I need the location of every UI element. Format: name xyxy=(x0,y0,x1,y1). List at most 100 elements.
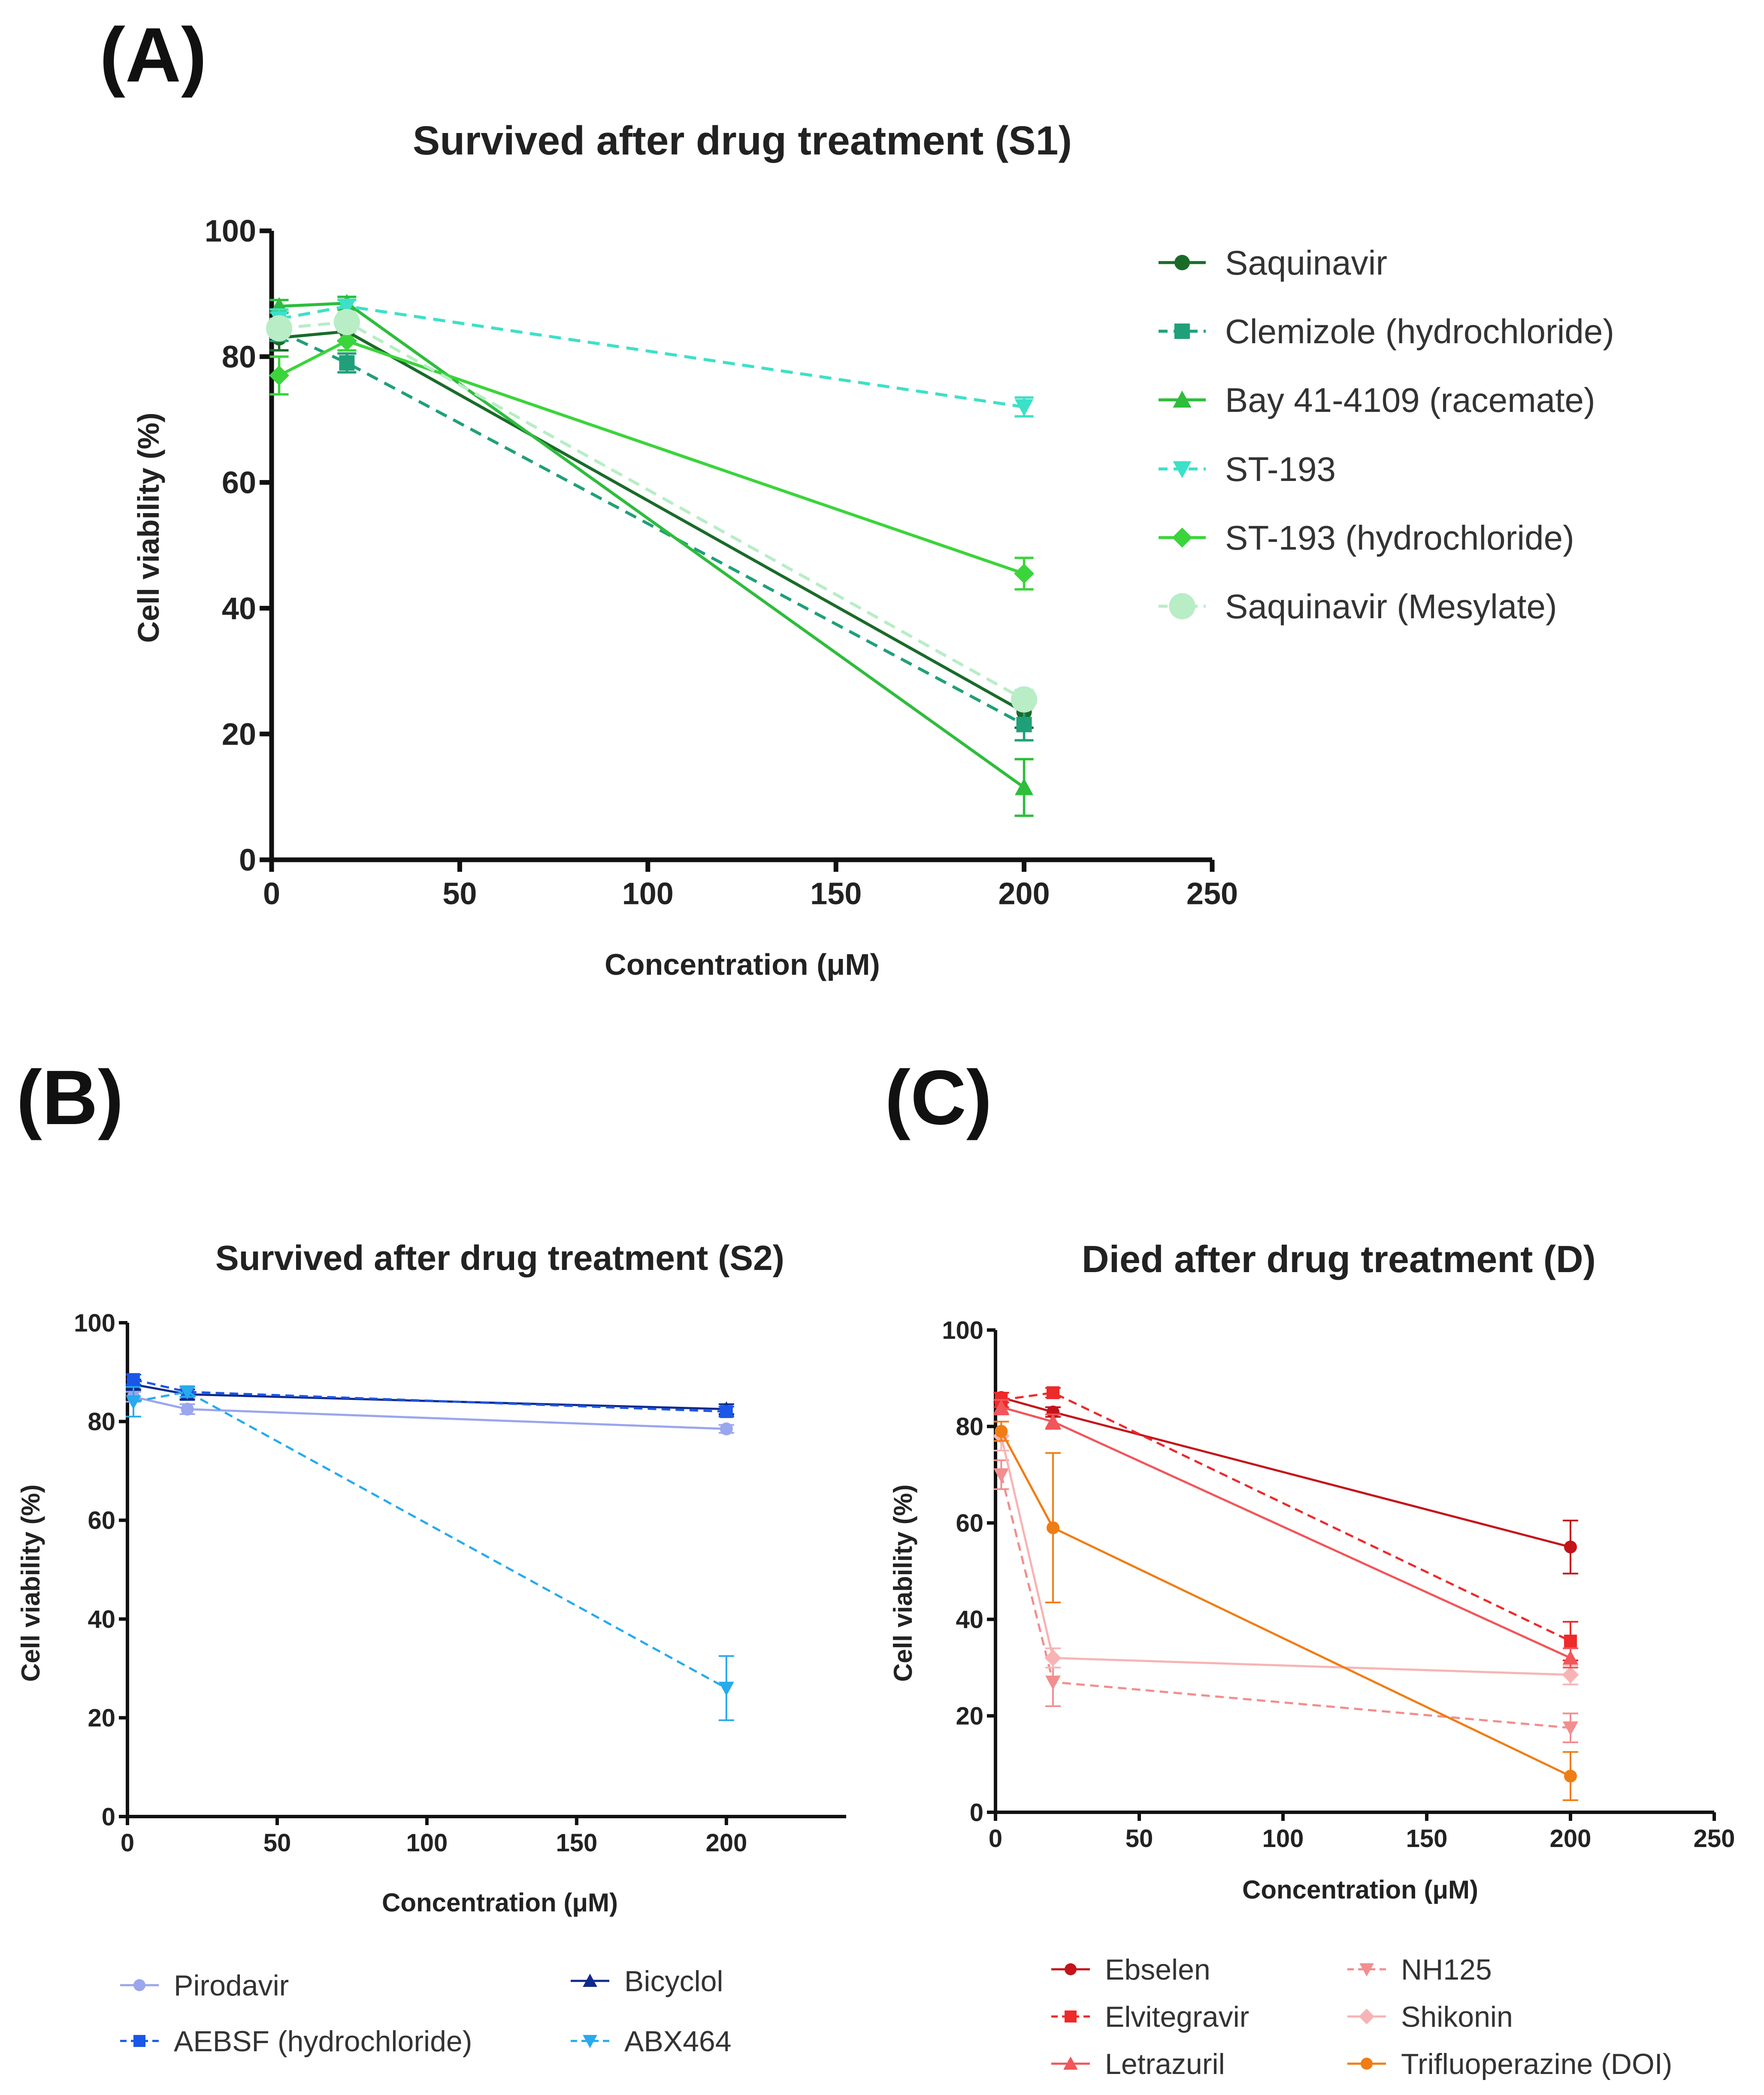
chart-c-legend-item-ebselen: Ebselen xyxy=(1051,1953,1210,1986)
chart-c-point-nh125 xyxy=(1563,1721,1578,1736)
chart-b-line-abx464 xyxy=(133,1391,727,1689)
chart-a-point-st-193-hydrochloride xyxy=(1014,563,1034,584)
chart-a-y-tick-label: 40 xyxy=(222,592,256,626)
chart-c-legend-label: Trifluoperazine (DOI) xyxy=(1401,2048,1672,2080)
chart-c-legend-marker xyxy=(1063,2056,1078,2070)
chart-c-point-ebselen xyxy=(1564,1540,1577,1554)
chart-a-line-st-193-hydrochloride xyxy=(278,339,1025,575)
chart-c-x-tick-label: 50 xyxy=(1126,1825,1153,1853)
chart-c-y-tick-label: 80 xyxy=(956,1413,983,1441)
chart-c-plot: 0 20 40 60 80 100 0 50 100 150 200 250 xyxy=(942,1316,1735,1853)
chart-c-series-letrazuril xyxy=(993,1399,1578,1669)
chart-b-y-tick-label: 40 xyxy=(88,1605,115,1633)
chart-b-y-tick-label: 100 xyxy=(74,1309,115,1337)
chart-c-point-letrazuril xyxy=(1045,1414,1061,1428)
chart-b-y-tick-label: 0 xyxy=(102,1803,115,1831)
chart-b-legend-label: Pirodavir xyxy=(174,1969,289,2002)
chart-c-y-tick-label: 20 xyxy=(956,1702,983,1730)
chart-b-legend: Pirodavir Bicyclol AEBSF (hydrochloride) AB… xyxy=(120,1965,732,2058)
chart-b-x-tick-label: 50 xyxy=(263,1829,291,1857)
chart-a-point-bay-41-4109-racemate xyxy=(1015,778,1034,795)
chart-c-xlabel: Concentration (μM) xyxy=(1242,1875,1478,1904)
chart-a-point-st-193-hydrochloride xyxy=(269,365,289,386)
chart-b-legend-label: Bicyclol xyxy=(624,1965,723,1998)
chart-a-point-clemizole-hydrochloride xyxy=(1016,716,1032,732)
chart-a-series-st-193-hydrochloride xyxy=(269,330,1034,591)
chart-b-legend-item-aebsf-hydrochloride: AEBSF (hydrochloride) xyxy=(120,2025,472,2058)
chart-c-legend-marker xyxy=(1065,2010,1077,2022)
chart-c-point-trifluoperazine-doi xyxy=(995,1425,1008,1438)
chart-b-point-aebsf-hydrochloride xyxy=(127,1373,140,1386)
chart-b-point-pirodavir xyxy=(181,1403,194,1416)
chart-c-point-nh125 xyxy=(993,1468,1009,1483)
chart-c-series-shikonin xyxy=(992,1421,1579,1686)
panel-label-b: (B) xyxy=(16,1055,124,1141)
chart-b-legend-item-abx464: ABX464 xyxy=(571,2025,732,2058)
chart-a-point-saquinavir-mesylate xyxy=(266,315,293,342)
chart-a-title: Survived after drug treatment (S1) xyxy=(413,118,1072,163)
chart-c-y-tick-label: 100 xyxy=(942,1316,983,1344)
chart-c-x-tick-label: 100 xyxy=(1262,1825,1304,1853)
chart-c: Died after drug treatment (D) 0 20 40 60 80 1… xyxy=(889,1238,1735,2080)
chart-a: Survived after drug treatment (S1) 0 20 40… xyxy=(132,118,1614,981)
chart-a-point-st-193 xyxy=(337,298,356,316)
chart-c-y-tick-label: 0 xyxy=(970,1799,983,1826)
chart-b-x-tick-label: 150 xyxy=(556,1829,597,1857)
chart-a-legend-marker xyxy=(1173,390,1192,408)
chart-a-legend-marker xyxy=(1173,461,1192,478)
chart-b: Survived after drug treatment (S2) 0 20 40… xyxy=(16,1239,846,2058)
chart-b-legend-label: ABX464 xyxy=(624,2025,732,2058)
chart-a-legend-item-st-193-hydrochloride: ST-193 (hydrochloride) xyxy=(1159,519,1574,557)
chart-a-series-clemizole-hydrochloride xyxy=(269,320,1034,742)
chart-b-legend-marker xyxy=(133,1979,145,1991)
chart-a-legend-label: Saquinavir xyxy=(1225,244,1387,282)
chart-c-legend-item-shikonin: Shikonin xyxy=(1347,2001,1513,2033)
chart-a-legend-label: Bay 41-4109 (racemate) xyxy=(1225,381,1595,419)
chart-c-point-elvitegravir xyxy=(1564,1634,1577,1648)
chart-b-line-bicyclol xyxy=(133,1383,726,1410)
chart-c-point-nh125 xyxy=(1045,1675,1061,1690)
chart-c-point-letrazuril xyxy=(993,1399,1009,1414)
chart-c-y-tick-label: 40 xyxy=(956,1606,983,1634)
chart-a-x-tick-label: 100 xyxy=(622,877,674,911)
chart-b-series-abx464 xyxy=(125,1385,734,1721)
chart-c-point-shikonin xyxy=(1044,1649,1062,1666)
panel-label-c: (C) xyxy=(885,1055,992,1141)
chart-c-legend-item-letrazuril: Letrazuril xyxy=(1051,2048,1225,2080)
chart-c-point-letrazuril xyxy=(1563,1650,1578,1665)
chart-c-legend-label: Ebselen xyxy=(1105,1953,1210,1986)
chart-b-legend-marker xyxy=(583,1974,597,1987)
chart-a-legend-label: ST-193 xyxy=(1225,450,1336,488)
chart-b-x-tick-label: 100 xyxy=(406,1829,448,1857)
chart-a-x-tick-label: 0 xyxy=(263,877,280,911)
chart-a-plot: 0 20 40 60 80 100 0 50 100 150 200 250 xyxy=(205,214,1238,911)
chart-b-y-tick-label: 20 xyxy=(88,1704,115,1732)
panel-label-a: (A) xyxy=(100,12,207,98)
chart-b-y-tick-label: 80 xyxy=(88,1408,115,1436)
chart-c-legend-marker xyxy=(1359,1963,1374,1977)
chart-a-y-tick-label: 80 xyxy=(222,340,256,374)
chart-b-y-tick-label: 60 xyxy=(88,1507,115,1535)
chart-a-legend: Saquinavir Clemizole (hydrochloride) Bay 4… xyxy=(1159,244,1614,626)
chart-b-point-aebsf-hydrochloride xyxy=(720,1405,733,1418)
chart-a-legend-item-clemizole-hydrochloride: Clemizole (hydrochloride) xyxy=(1159,312,1614,351)
chart-b-point-abx464 xyxy=(179,1385,195,1400)
chart-b-legend-marker xyxy=(583,2035,597,2048)
chart-c-line-nh125 xyxy=(1000,1474,1571,1729)
chart-a-y-tick-label: 100 xyxy=(205,214,256,248)
chart-a-point-clemizole-hydrochloride xyxy=(339,355,355,371)
chart-a-y-tick-label: 0 xyxy=(239,843,256,877)
chart-a-xlabel: Concentration (μM) xyxy=(605,948,880,981)
chart-c-ylabel: Cell viability (%) xyxy=(889,1484,917,1682)
chart-c-title: Died after drug treatment (D) xyxy=(1082,1238,1596,1280)
chart-a-legend-item-saquinavir: Saquinavir xyxy=(1159,244,1387,282)
chart-b-xlabel: Concentration (μM) xyxy=(382,1888,618,1917)
chart-c-y-tick-label: 60 xyxy=(956,1509,983,1537)
chart-a-x-tick-label: 250 xyxy=(1186,877,1238,911)
chart-a-point-saquinavir-mesylate xyxy=(1011,686,1038,713)
chart-a-x-tick-label: 200 xyxy=(998,877,1050,911)
chart-c-series-trifluoperazine-doi xyxy=(993,1421,1578,1801)
chart-c-legend-marker xyxy=(1361,2058,1373,2070)
chart-c-series-nh125 xyxy=(993,1459,1578,1744)
